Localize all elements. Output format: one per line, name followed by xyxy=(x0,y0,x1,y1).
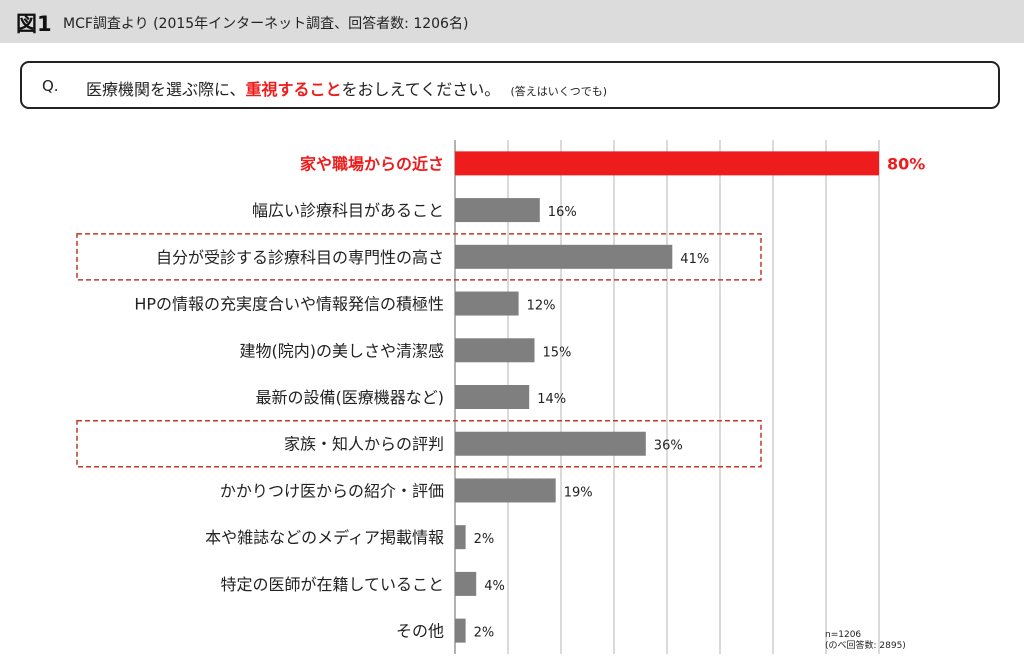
bar xyxy=(455,431,646,456)
data-label: 80% xyxy=(887,154,925,173)
bar xyxy=(455,338,535,363)
question-label: Q. xyxy=(42,77,59,95)
category-label: 本や雑誌などのメディア掲載情報 xyxy=(205,528,444,547)
figure-number: 図1 xyxy=(16,12,52,36)
question-emphasis: 重視すること xyxy=(245,80,342,99)
highlight-box xyxy=(76,233,762,281)
question-box: Q. 医療機関を選ぶ際に、重視することをおしえてください。 (答えはいくつでも) xyxy=(20,61,1000,109)
data-label: 16% xyxy=(548,205,577,220)
question-note: (答えはいくつでも) xyxy=(510,85,608,98)
figure-header: 図1 MCF調査より (2015年インターネット調査、回答者数: 1206名) xyxy=(0,0,1024,43)
bar xyxy=(455,571,477,596)
category-label: 家族・知人からの評判 xyxy=(284,435,444,454)
bar xyxy=(455,291,519,316)
highlight-box xyxy=(76,419,762,468)
sample-size: n=1206 xyxy=(825,630,862,640)
data-label: 19% xyxy=(564,485,593,500)
question-text-before: 医療機関を選ぶ際に、 xyxy=(86,80,246,99)
bar xyxy=(455,618,466,643)
data-label: 2% xyxy=(474,532,495,547)
category-label: 特定の医師が在籍していること xyxy=(220,575,444,594)
data-label: 15% xyxy=(543,345,572,360)
category-label: HPの情報の充実度合いや情報発信の積極性 xyxy=(134,295,444,314)
sample-size-note: n=1206 (のべ回答数: 2895) xyxy=(825,630,906,652)
bar xyxy=(455,478,556,503)
bar xyxy=(455,525,466,550)
category-label: 家や職場からの近さ xyxy=(300,154,444,173)
bar xyxy=(455,244,673,269)
bar xyxy=(455,151,879,176)
data-label: 14% xyxy=(537,392,566,407)
category-label: 建物(院内)の美しさや清潔感 xyxy=(240,341,445,360)
data-label: 12% xyxy=(527,299,556,314)
data-label: 4% xyxy=(484,579,505,594)
category-label: 幅広い診療科目があること xyxy=(252,201,444,220)
bar xyxy=(455,385,530,409)
data-label: 41% xyxy=(680,252,709,267)
category-label: その他 xyxy=(396,622,444,641)
category-label: かかりつけ医からの紹介・評価 xyxy=(220,481,444,500)
category-label: 自分が受診する診療科目の専門性の高さ xyxy=(156,248,444,267)
question-text-after: をおしえてください。 xyxy=(341,80,501,99)
category-label: 最新の設備(医療機器など) xyxy=(256,388,445,407)
total-responses: (のべ回答数: 2895) xyxy=(825,641,906,651)
question-text: 医療機関を選ぶ際に、重視することをおしえてください。 (答えはいくつでも) xyxy=(86,76,607,100)
figure-subtitle: MCF調査より (2015年インターネット調査、回答者数: 1206名) xyxy=(63,16,469,32)
data-label: 36% xyxy=(654,439,683,454)
data-label: 2% xyxy=(474,626,495,641)
bar xyxy=(455,198,540,223)
